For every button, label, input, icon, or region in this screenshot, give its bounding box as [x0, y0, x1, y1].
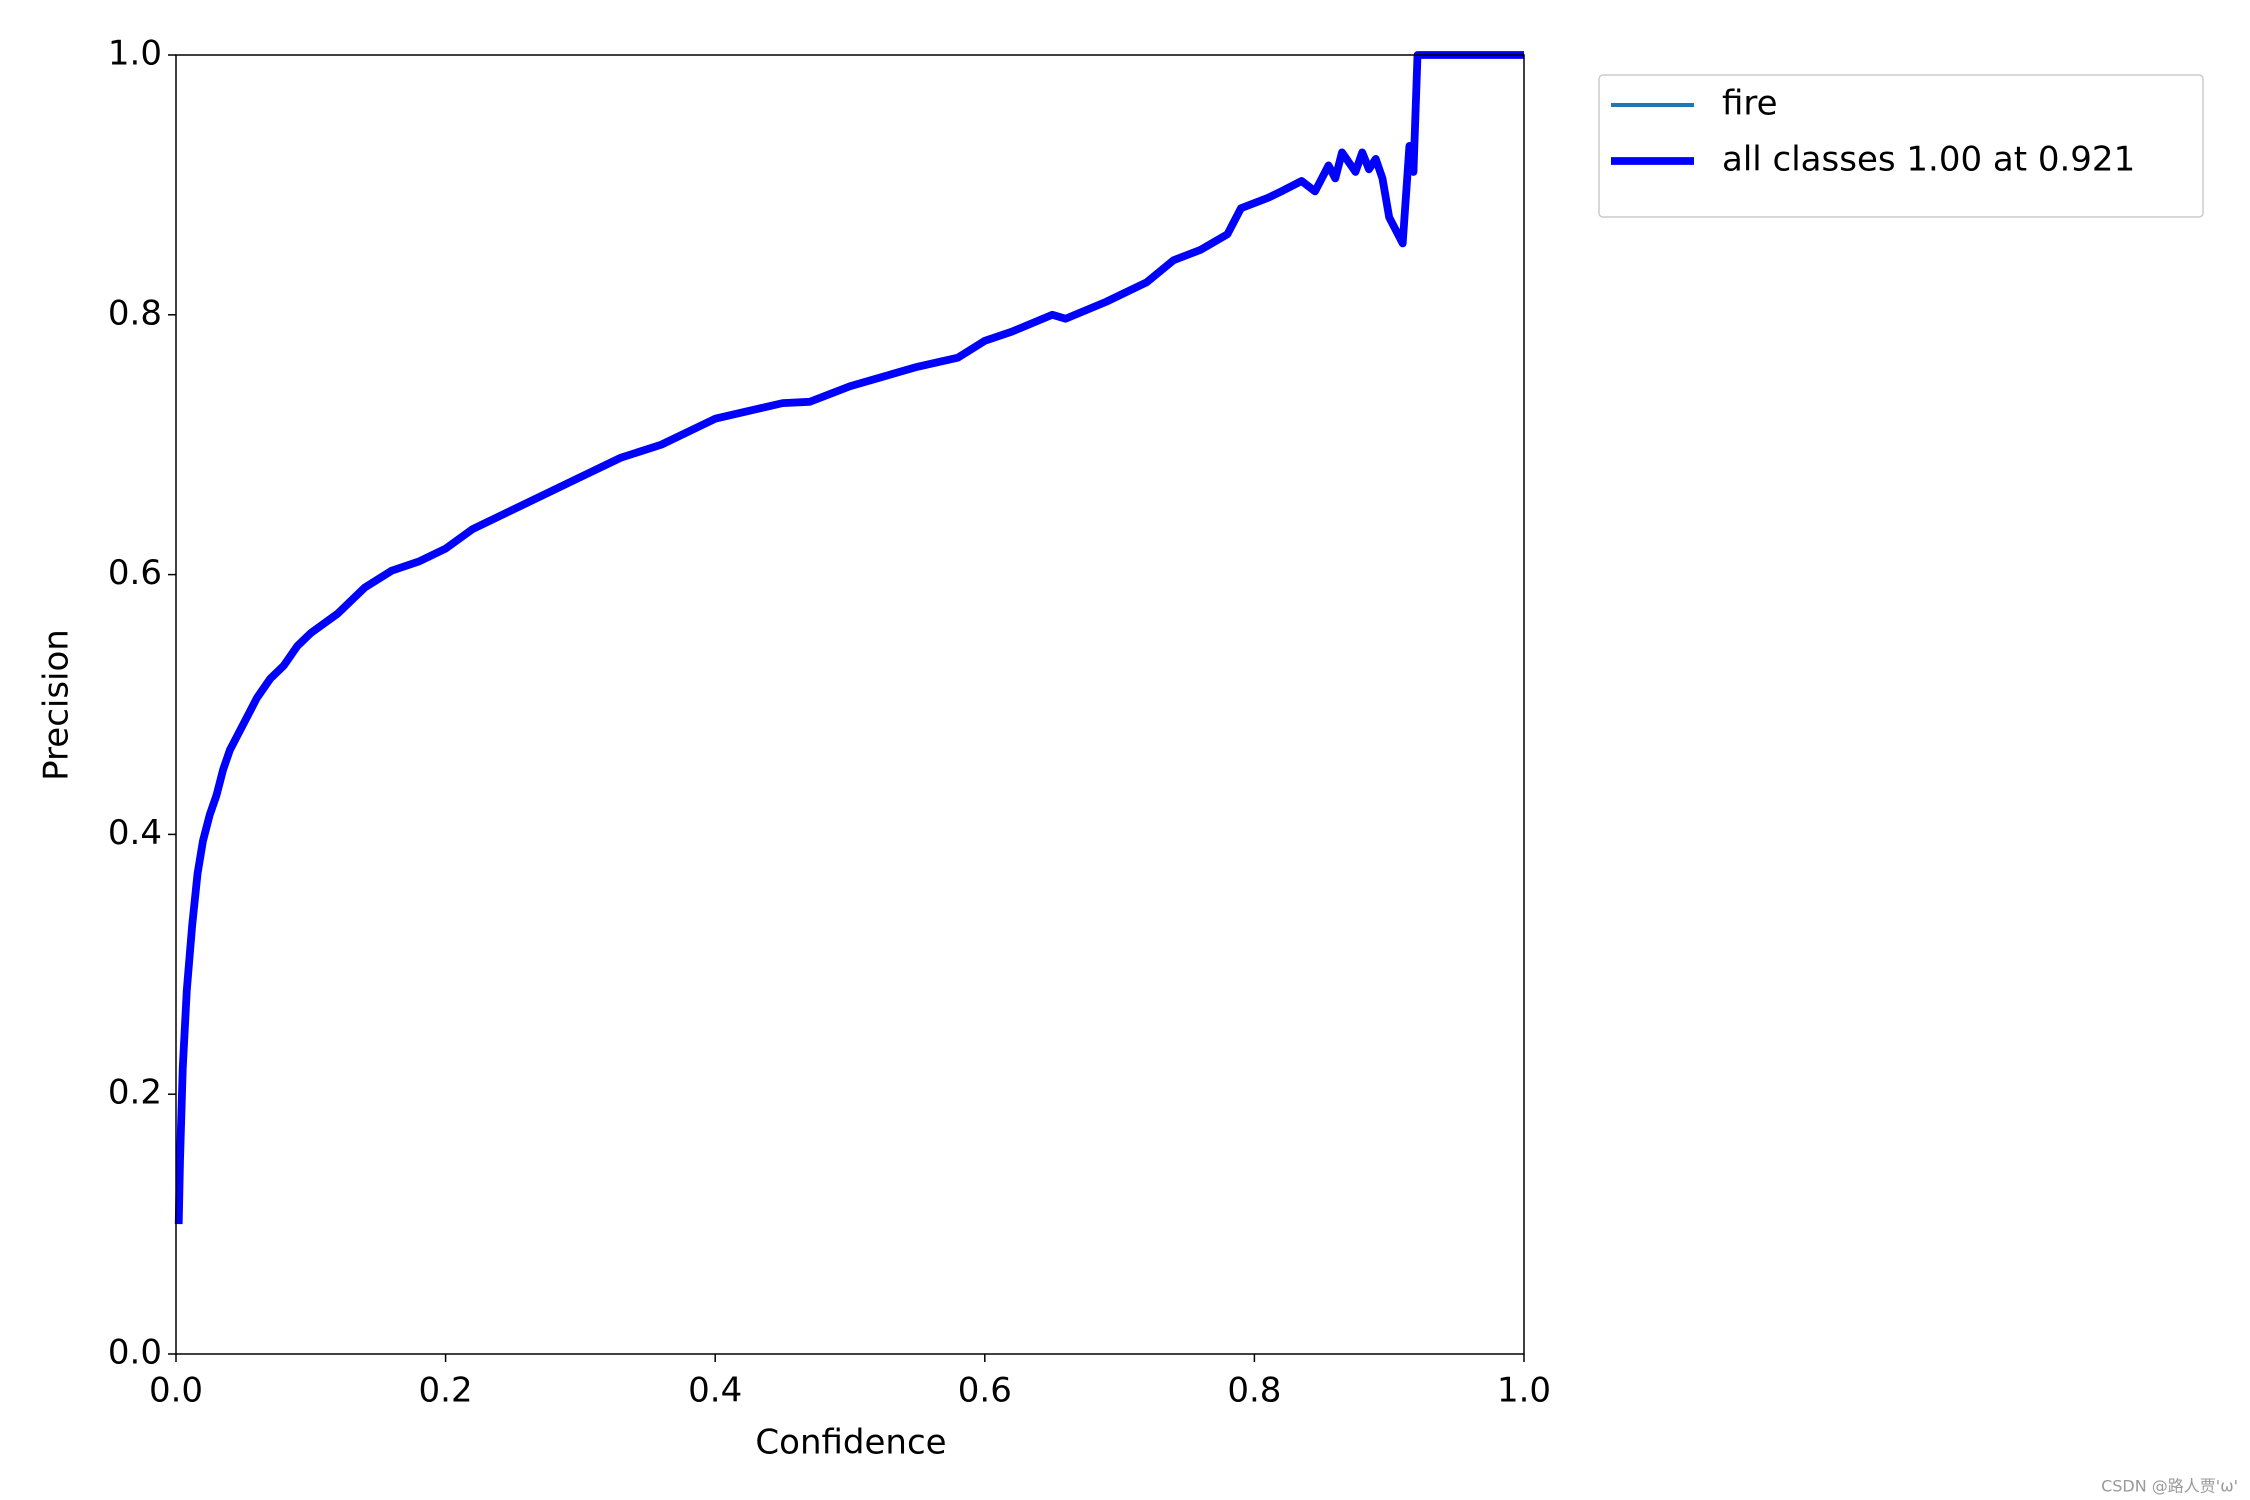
y-axis-label: Precision	[37, 629, 77, 781]
y-tick-label: 0.8	[108, 293, 162, 333]
y-tick-label: 0.4	[108, 813, 162, 853]
x-tick-label: 0.8	[1227, 1371, 1281, 1411]
y-tick-label: 0.2	[108, 1073, 162, 1113]
x-tick-label: 0.0	[149, 1371, 203, 1411]
x-tick-label: 0.2	[419, 1371, 473, 1411]
line-series	[174, 51, 1524, 1225]
legend-box	[1598, 74, 2204, 218]
y-tick-label: 1.0	[108, 34, 162, 74]
y-tick-label: 0.0	[108, 1333, 162, 1373]
legend-label: all classes 1.00 at 0.921	[1722, 140, 2135, 180]
x-tick-label: 0.6	[958, 1371, 1012, 1411]
x-axis-label: Confidence	[755, 1423, 946, 1463]
x-tick-label: 0.4	[688, 1371, 742, 1411]
x-tick-label: 1.0	[1497, 1371, 1551, 1411]
plot-frame	[175, 54, 1525, 1355]
watermark: CSDN @路人贾'ω'	[2101, 1477, 2238, 1496]
y-tick-label: 0.6	[108, 553, 162, 593]
legend-label: fire	[1722, 84, 1778, 124]
